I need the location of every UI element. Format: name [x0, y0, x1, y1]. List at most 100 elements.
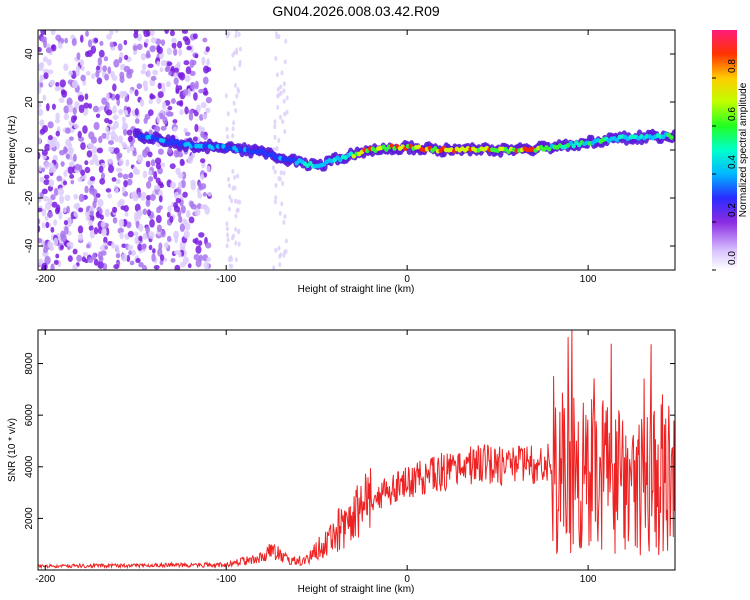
- noise-speckle: [58, 211, 63, 220]
- y-tick-label: 2000: [24, 507, 35, 530]
- noise-speckle: [150, 75, 157, 81]
- noise-speckle: [91, 252, 97, 261]
- noise-speckle: [118, 158, 124, 166]
- noise-speckle: [273, 124, 277, 130]
- noise-speckle: [132, 166, 138, 175]
- noise-speckle: [206, 257, 211, 263]
- noise-speckle: [84, 258, 89, 264]
- noise-speckle: [179, 109, 184, 116]
- noise-speckle: [278, 253, 282, 259]
- noise-speckle: [284, 248, 288, 254]
- noise-speckle: [140, 53, 147, 61]
- noise-speckle: [55, 253, 60, 259]
- noise-speckle: [127, 244, 134, 251]
- noise-speckle: [112, 217, 118, 224]
- noise-speckle: [277, 34, 281, 40]
- noise-speckle: [112, 83, 117, 92]
- colorbar-ticks: 0.0 0.2 0.4 0.6 0.8: [712, 59, 738, 271]
- noise-speckle: [66, 205, 70, 214]
- noise-speckle: [186, 88, 191, 97]
- noise-speckle: [123, 65, 131, 73]
- noise-speckle: [68, 104, 74, 113]
- noise-speckle: [170, 97, 176, 104]
- noise-speckle: [149, 93, 154, 100]
- noise-speckle: [272, 265, 276, 270]
- y-tick-label: 8000: [24, 352, 35, 375]
- noise-speckle: [147, 176, 154, 182]
- noise-speckle: [59, 195, 65, 204]
- noise-speckle: [173, 72, 178, 78]
- noise-speckle: [234, 83, 238, 89]
- noise-speckle: [93, 226, 99, 235]
- noise-speckle: [112, 105, 117, 114]
- noise-speckle: [157, 91, 164, 98]
- noise-speckle: [153, 184, 161, 190]
- noise-speckle: [183, 127, 188, 133]
- noise-speckle: [236, 173, 240, 179]
- spectrogram-y-label: Frequency (Hz): [7, 116, 18, 185]
- noise-speckle: [153, 265, 160, 270]
- noise-speckle: [41, 188, 48, 195]
- noise-speckle: [106, 158, 113, 164]
- noise-speckle: [274, 56, 278, 62]
- noise-speckle: [228, 194, 232, 200]
- ridge-core-mark: [547, 146, 552, 152]
- noise-speckle: [271, 165, 275, 171]
- noise-speckle: [189, 70, 196, 76]
- noise-speckle: [72, 107, 77, 115]
- noise-speckle: [114, 134, 119, 143]
- noise-speckle: [180, 179, 186, 189]
- noise-speckle: [275, 146, 279, 152]
- noise-speckle: [134, 118, 140, 124]
- noise-speckle: [207, 191, 213, 197]
- x-tick-label: -100: [216, 274, 236, 285]
- noise-speckle: [226, 134, 230, 140]
- noise-speckle: [198, 88, 205, 94]
- noise-speckle: [134, 203, 141, 212]
- noise-speckle: [127, 135, 133, 143]
- noise-speckle: [74, 101, 80, 109]
- noise-speckle: [148, 231, 155, 240]
- noise-speckle: [181, 30, 188, 34]
- noise-speckle: [88, 186, 95, 195]
- noise-speckle: [74, 163, 81, 171]
- noise-speckle: [159, 67, 164, 73]
- noise-speckle: [196, 104, 201, 113]
- noise-speckle: [160, 59, 167, 67]
- noise-speckle: [41, 167, 46, 173]
- y-tick-label: -20: [24, 190, 35, 205]
- noise-speckle: [160, 125, 167, 131]
- noise-speckle: [129, 260, 135, 266]
- noise-speckle: [227, 206, 231, 212]
- noise-speckle: [90, 45, 97, 54]
- noise-speckle: [147, 151, 153, 158]
- noise-speckle: [142, 170, 148, 179]
- noise-speckle: [39, 82, 44, 88]
- noise-speckle: [80, 142, 86, 150]
- noise-speckle: [44, 215, 49, 221]
- noise-speckle: [146, 50, 151, 58]
- noise-speckle: [38, 217, 41, 225]
- noise-speckle: [171, 42, 177, 49]
- noise-speckle: [55, 130, 60, 137]
- noise-speckle: [170, 65, 175, 72]
- noise-speckle: [151, 248, 156, 254]
- noise-speckle: [91, 73, 96, 80]
- noise-speckle: [282, 88, 286, 94]
- noise-speckle: [39, 119, 45, 127]
- noise-speckle: [55, 81, 60, 87]
- noise-speckle: [99, 177, 106, 185]
- noise-speckle: [149, 219, 155, 228]
- noise-speckle: [76, 254, 82, 262]
- noise-speckle: [164, 242, 169, 249]
- noise-speckle: [161, 86, 166, 94]
- noise-speckle: [63, 170, 68, 178]
- noise-speckle: [80, 65, 85, 72]
- noise-speckle: [238, 199, 242, 205]
- noise-speckle: [134, 89, 139, 97]
- noise-speckle: [235, 47, 239, 53]
- noise-speckle: [182, 191, 188, 198]
- noise-speckle: [114, 30, 119, 34]
- noise-speckle: [227, 183, 231, 189]
- noise-speckle: [86, 243, 91, 249]
